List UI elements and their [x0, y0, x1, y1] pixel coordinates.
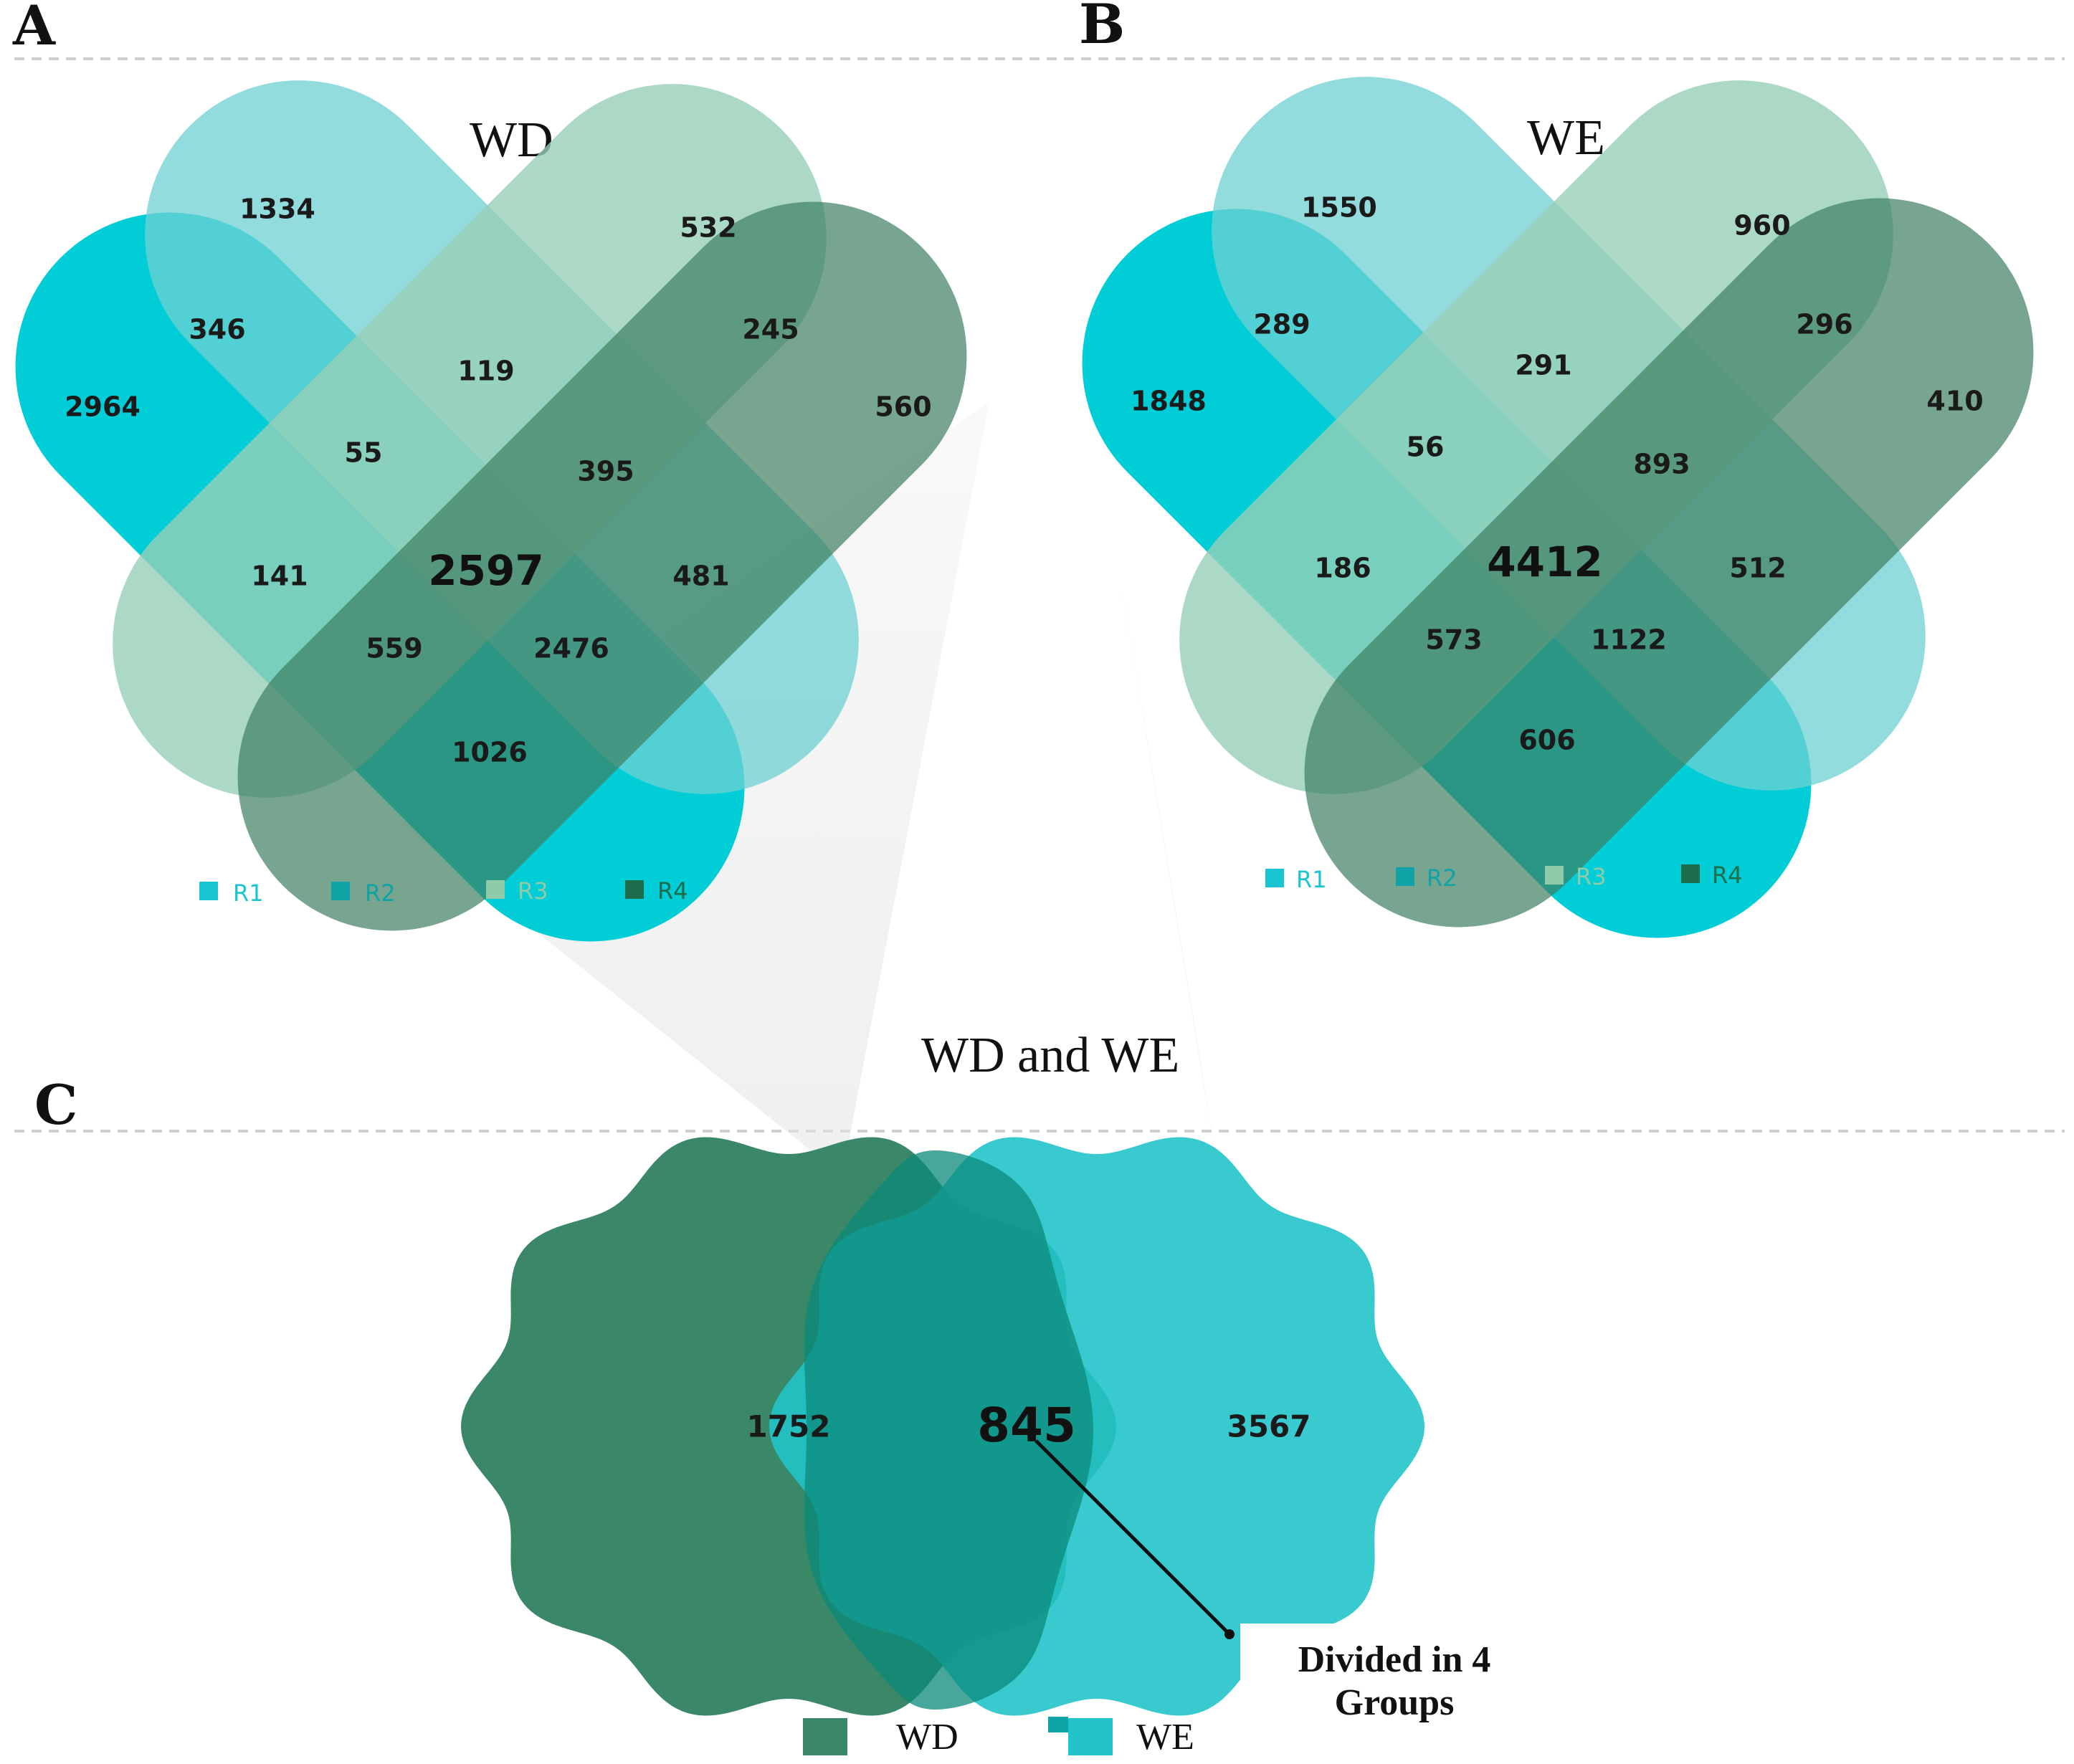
- wavy-overlap: [804, 1150, 1093, 1710]
- legend-label-r3: R3: [1576, 863, 1607, 890]
- value-r3-r4: 296: [1796, 309, 1852, 340]
- value-we-only: 3567: [1227, 1409, 1311, 1444]
- legend-label-r1: R1: [233, 879, 264, 907]
- value-r2-r4: 481: [672, 561, 729, 592]
- panel-letter-c: C: [34, 1073, 78, 1137]
- panel-letter-a: A: [12, 0, 56, 57]
- legend-label-r2: R2: [1427, 864, 1457, 892]
- legend-label-r2: R2: [365, 879, 396, 907]
- legend-swatch-r1: [199, 882, 218, 900]
- title-wd-and-we: WD and WE: [921, 1028, 1179, 1083]
- value-all: 4412: [1487, 538, 1602, 586]
- callout-line: [1034, 1439, 1231, 1636]
- value-r1-r3-r4: 559: [366, 633, 422, 664]
- callout-label-bg: [1240, 1624, 1527, 1738]
- callout-label-line-1: Divided in 4: [1298, 1639, 1491, 1680]
- value-r4-only: 410: [1926, 386, 1983, 417]
- legend-swatch-r3: [1545, 866, 1564, 885]
- ellipse-r4: [1304, 198, 2034, 928]
- value-r3-r4: 245: [742, 314, 799, 345]
- callout-dot: [1224, 1629, 1235, 1639]
- value-r2-only: 1550: [1301, 192, 1377, 224]
- venn-we: WE 1848 1550 960 410 289 296 291 56 893 …: [1082, 77, 2034, 938]
- value-r1-r2: 346: [189, 314, 245, 345]
- legend-label-wd: WD: [896, 1717, 958, 1758]
- value-r1-r3-r4: 573: [1425, 624, 1482, 656]
- legend-label-we: WE: [1136, 1717, 1194, 1758]
- legend-label-r4: R4: [657, 877, 688, 905]
- legend-swatch-r3: [486, 880, 505, 899]
- value-r1-r2-r3: 56: [1407, 432, 1445, 463]
- value-r1-only: 2964: [65, 391, 141, 423]
- value-r1-r2-r4: 2476: [533, 633, 609, 664]
- ellipse-r3: [113, 84, 827, 798]
- venn-wd: WD 2964 1334 532 560 346 245 119 55 395 …: [15, 80, 967, 942]
- legend-label-r1: R1: [1296, 866, 1327, 893]
- title-we: WE: [1527, 110, 1605, 166]
- value-r1-r2-r4: 1122: [1591, 624, 1667, 656]
- value-r1-r3: 186: [1314, 553, 1371, 584]
- value-r4-only: 560: [875, 391, 931, 423]
- value-r2-r3: 119: [457, 356, 514, 387]
- legend-label-r4: R4: [1712, 862, 1743, 889]
- funnel-right: [1108, 502, 1219, 1176]
- legend-swatch-r4: [1681, 864, 1700, 883]
- value-r1-r3: 141: [251, 561, 308, 592]
- ellipse-r3: [1179, 80, 1893, 794]
- value-r1-r4: 1026: [452, 737, 528, 768]
- panel-letter-b: B: [1079, 0, 1125, 56]
- value-r2-r3: 291: [1515, 350, 1571, 381]
- value-r1-only: 1848: [1131, 386, 1207, 417]
- legend-wd-we: WD WE: [803, 1717, 1194, 1758]
- value-all: 2597: [428, 546, 543, 595]
- legend-wd: R1 R2 R3 R4: [199, 877, 688, 907]
- legend-swatch-we: [1068, 1718, 1113, 1755]
- legend-swatch-r4: [625, 880, 644, 899]
- legend-swatch-r1: [1265, 869, 1284, 887]
- value-r1-r2: 289: [1253, 309, 1310, 340]
- callout-label-line-2: Groups: [1335, 1682, 1455, 1723]
- value-r2-r3-r4: 395: [577, 456, 634, 487]
- value-shared: 845: [977, 1398, 1076, 1453]
- value-r3-only: 960: [1733, 210, 1790, 242]
- value-r3-only: 532: [680, 212, 736, 244]
- legend-label-r3: R3: [518, 877, 548, 905]
- value-r1-r2-r3: 55: [345, 437, 383, 469]
- legend-swatch-r2: [1396, 867, 1414, 886]
- legend-swatch-wd: [803, 1718, 847, 1755]
- value-wd-only: 1752: [747, 1409, 831, 1444]
- value-r2-r4: 512: [1729, 553, 1786, 584]
- value-r2-only: 1334: [239, 194, 315, 225]
- legend-we: R1 R2 R3 R4: [1265, 862, 1743, 893]
- legend-swatch-we-small: [1048, 1717, 1068, 1732]
- value-r1-r4: 606: [1518, 725, 1575, 756]
- venn-wd-and-we: WD and WE 1752 845 3567 Divided in 4 Gro…: [461, 1028, 1527, 1758]
- ellipse-r4: [237, 201, 967, 931]
- value-r2-r3-r4: 893: [1633, 449, 1690, 480]
- legend-swatch-r2: [331, 882, 350, 900]
